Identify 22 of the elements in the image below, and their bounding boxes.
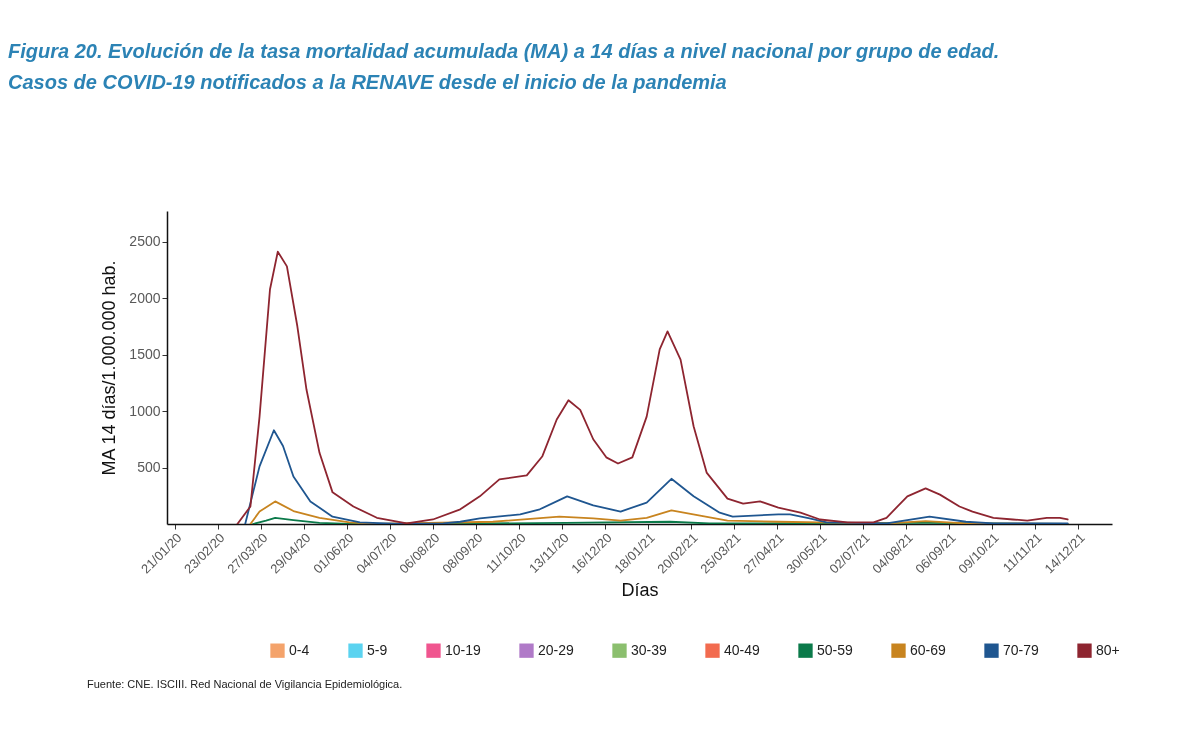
y-tick-label: 500 <box>137 459 161 475</box>
legend-label: 70-79 <box>1003 641 1040 658</box>
legend-label: 40-49 <box>724 641 761 658</box>
text: Figura 20. Evolución de la tasa mortalidad acumulada (MA) a 14 días a nivel nacional por grupo de edad. <box>8 40 1000 62</box>
y-tick-label: 1500 <box>129 346 161 363</box>
legend-label: 60-69 <box>910 641 947 658</box>
legend-label: 50-59 <box>817 641 854 658</box>
y-tick-label: 2000 <box>129 289 161 306</box>
y-tick-label: 2500 <box>129 233 161 250</box>
line-series <box>244 429 1069 524</box>
source-note: Fuente: CNE. ISCIII. Red Nacional de Vigilancia Epidemiológica. <box>87 678 403 690</box>
legend-label: 20-29 <box>538 641 575 658</box>
text: Casos de COVID-19 notificados a la RENAVE desde el inicio de la pandemia <box>8 71 727 93</box>
legend-label: 10-19 <box>445 641 482 658</box>
line-series <box>236 250 1069 524</box>
legend-label: 0-4 <box>289 641 310 658</box>
y-axis-title: MA 14 días/1.000.000 hab. <box>99 260 120 476</box>
legend-label: 5-9 <box>367 641 388 658</box>
legend-label: 30-39 <box>631 641 668 658</box>
x-axis-title: Días <box>621 580 659 601</box>
legend-label: 80+ <box>1096 641 1120 658</box>
y-tick-label: 1000 <box>129 402 161 419</box>
